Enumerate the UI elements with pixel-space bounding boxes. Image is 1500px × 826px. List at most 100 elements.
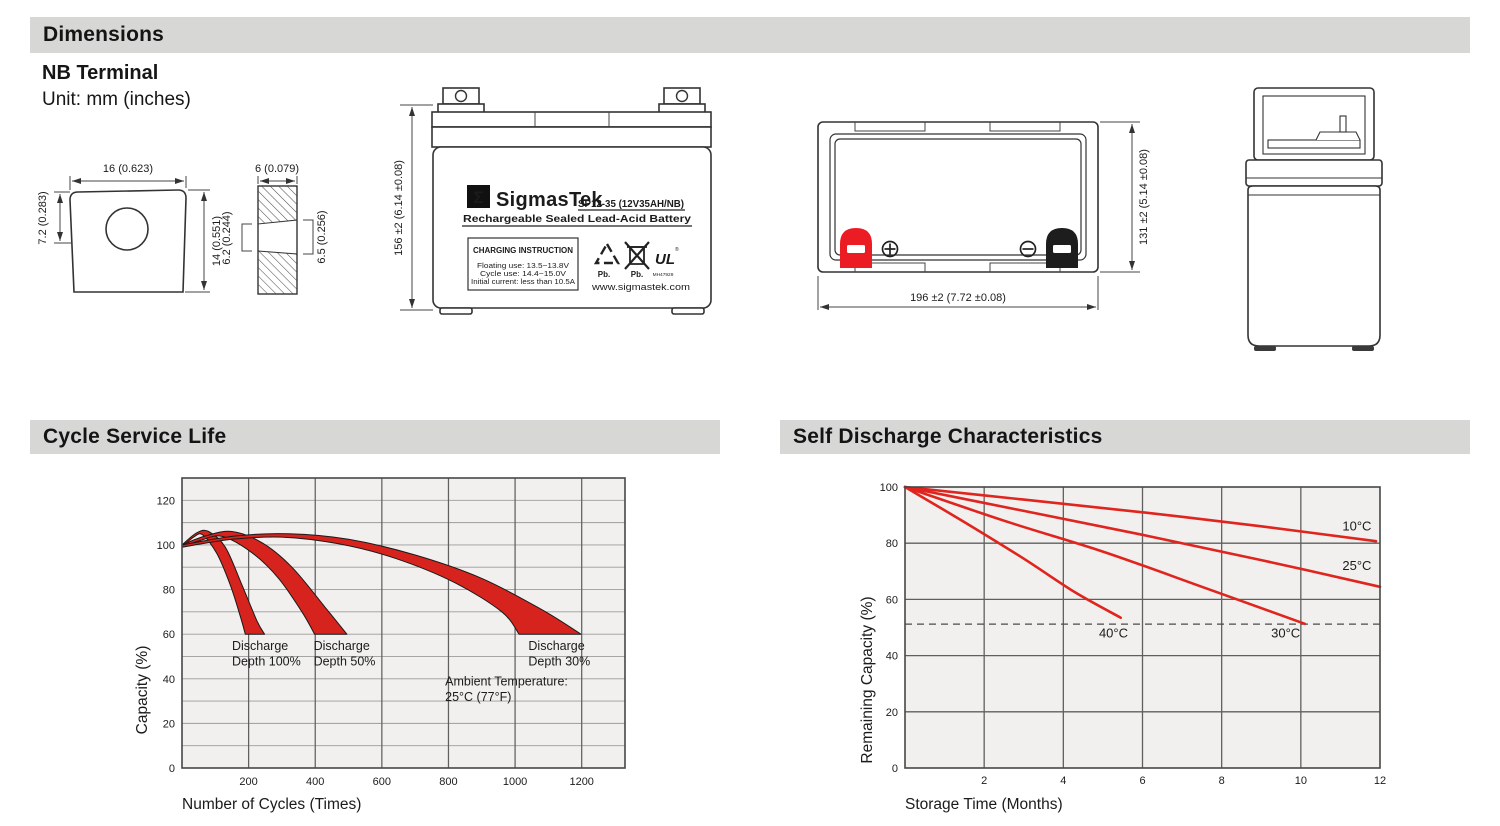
x-tick-label: 600 (373, 776, 391, 788)
y-axis-title: Capacity (%) (134, 646, 151, 735)
svg-text:UL: UL (655, 251, 675, 268)
side-lid-band (1245, 159, 1383, 187)
series-25c (903, 485, 1382, 589)
temperature-label: 30°C (1271, 625, 1300, 640)
battery-lid-strip (431, 111, 712, 128)
charging-title: CHARGING INSTRUCTION (473, 246, 573, 255)
y-tick-label: 120 (157, 495, 175, 507)
y-tick-label: 100 (880, 482, 898, 494)
annotation: Discharge Depth 100% (232, 639, 301, 669)
ul-certification-icon: UL ® MH47929 (653, 246, 679, 278)
band-discharge-depth-50- (181, 530, 348, 635)
charging-instruction-box (467, 237, 579, 291)
x-tick-label: 10 (1295, 775, 1307, 787)
front-terminal-post-right (658, 87, 706, 114)
self-discharge-chart: 0 20 40 60 80 100 2 4 6 8 10 12 10°C 25°C 30°C 40°C Rema… (859, 482, 1386, 813)
battery-foot-left (439, 307, 473, 315)
y-tick-label: 0 (169, 763, 175, 775)
annotation: Discharge Depth 50% (314, 639, 376, 669)
x-tick-label: 8 (1219, 775, 1225, 787)
brand-name: SigmasTek (496, 189, 603, 211)
series-40c (903, 485, 1122, 619)
dim-top-width: 196 ±2 (7.72 ±0.08) (910, 292, 1006, 304)
temperature-label: 25°C (1342, 558, 1371, 573)
terminal-bolt-hole (105, 207, 149, 251)
y-tick-label: 80 (886, 538, 898, 550)
dim-side-outer: 6.5 (0.256) (316, 210, 328, 263)
y-tick-label: 60 (886, 594, 898, 606)
section-title: Self Discharge Characteristics (793, 425, 1103, 448)
temperature-label: 10°C (1342, 519, 1371, 534)
temperature-label: 40°C (1099, 625, 1128, 640)
x-tick-label: 2 (981, 775, 987, 787)
x-tick-label: 1000 (503, 776, 527, 788)
sigma-glyph: Σ (473, 188, 483, 207)
dim-front-width: 16 (0.623) (103, 163, 153, 175)
side-body (1247, 185, 1381, 347)
series-30c (903, 485, 1307, 626)
product-label: Σ SigmasTek SP12-35 (12V35AH/NB) Recharg… (462, 185, 692, 292)
x-tick-label: 12 (1374, 775, 1386, 787)
svg-text:Pb.: Pb. (631, 270, 643, 279)
terminal-type-title: NB Terminal (42, 62, 159, 84)
dim-top-depth: 131 ±2 (5.14 ±0.08) (1138, 149, 1150, 245)
y-tick-label: 60 (163, 629, 175, 641)
section-title: Cycle Service Life (43, 425, 227, 448)
battery-side-view-drawing (1245, 87, 1383, 351)
recycle-pb-icon: Pb. (593, 241, 621, 279)
no-trash-pb-icon: Pb. (624, 241, 650, 279)
y-tick-label: 20 (886, 707, 898, 719)
dim-side-inner: 6.2 (0.244) (221, 211, 233, 264)
y-tick-label: 20 (163, 718, 175, 730)
x-tick-label: 4 (1060, 775, 1066, 787)
dim-front-upper-height: 7.2 (0.283) (37, 191, 49, 244)
plot-border (181, 477, 626, 769)
section-header-cycle-service-life: Cycle Service Life (30, 420, 720, 454)
top-view-inner-rim (829, 133, 1087, 261)
band-discharge-depth-100- (181, 529, 266, 635)
ul-file-number: MH47929 (653, 272, 674, 278)
section-title: Dimensions (43, 23, 165, 46)
plot-border (904, 486, 1381, 769)
sigma-logo-mark (467, 185, 490, 208)
model-number: SP12-35 (12V35AH/NB) (578, 199, 684, 210)
y-tick-label: 100 (157, 540, 175, 552)
top-view-outer-case (817, 121, 1099, 273)
charging-line-floating: Floating use: 13.5~13.8V (477, 261, 569, 270)
website-url: www.sigmastek.com (591, 282, 690, 292)
grid (905, 487, 1380, 768)
positive-symbol (881, 240, 899, 258)
x-tick-label: 800 (439, 776, 457, 788)
side-terminal-pin (1339, 115, 1347, 133)
front-terminal-post-left (437, 87, 485, 114)
nb-terminal-detail-drawing: 16 (0.623) 7.2 (0.283) 14 (0.551) 6 (0.0… (37, 163, 328, 295)
x-axis-title: Number of Cycles (Times) (182, 796, 361, 813)
section-header-self-discharge: Self Discharge Characteristics (780, 420, 1470, 454)
battery-foot-right (671, 307, 705, 315)
dim-front-full-height: 14 (0.551) (211, 216, 223, 266)
band-discharge-depth-30- (181, 533, 582, 635)
annotation: Ambient Temperature: 25°C (77°F) (445, 674, 568, 704)
negative-symbol (1019, 240, 1037, 258)
svg-text:®: ® (675, 246, 679, 253)
x-axis-title: Storage Time (Months) (905, 796, 1063, 813)
x-tick-label: 1200 (569, 776, 593, 788)
y-tick-label: 0 (892, 763, 898, 775)
x-tick-label: 200 (239, 776, 257, 788)
annotation: Discharge Depth 30% (528, 639, 590, 669)
battery-front-view-drawing: 156 ±2 (6.14 ±0.08) Σ SigmasTek SP12-35 … (393, 87, 712, 315)
side-foot-left (1254, 346, 1276, 351)
svg-text:Pb.: Pb. (598, 270, 610, 279)
terminal-side-hatch-top (257, 185, 298, 225)
dim-battery-height: 156 ±2 (6.14 ±0.08) (393, 160, 405, 256)
dim-side-thickness: 6 (0.079) (255, 163, 299, 175)
x-tick-label: 400 (306, 776, 324, 788)
unit-note: Unit: mm (inches) (42, 89, 191, 110)
x-tick-label: 6 (1139, 775, 1145, 787)
terminal-side-hatch-bottom (257, 250, 298, 295)
battery-top-view-drawing: 196 ±2 (7.72 ±0.08) 131 ±2 (5.14 ±0.08) (817, 121, 1150, 310)
y-axis-title: Remaining Capacity (%) (859, 596, 876, 763)
side-foot-right (1352, 346, 1374, 351)
section-header-dimensions: Dimensions (30, 17, 1470, 53)
